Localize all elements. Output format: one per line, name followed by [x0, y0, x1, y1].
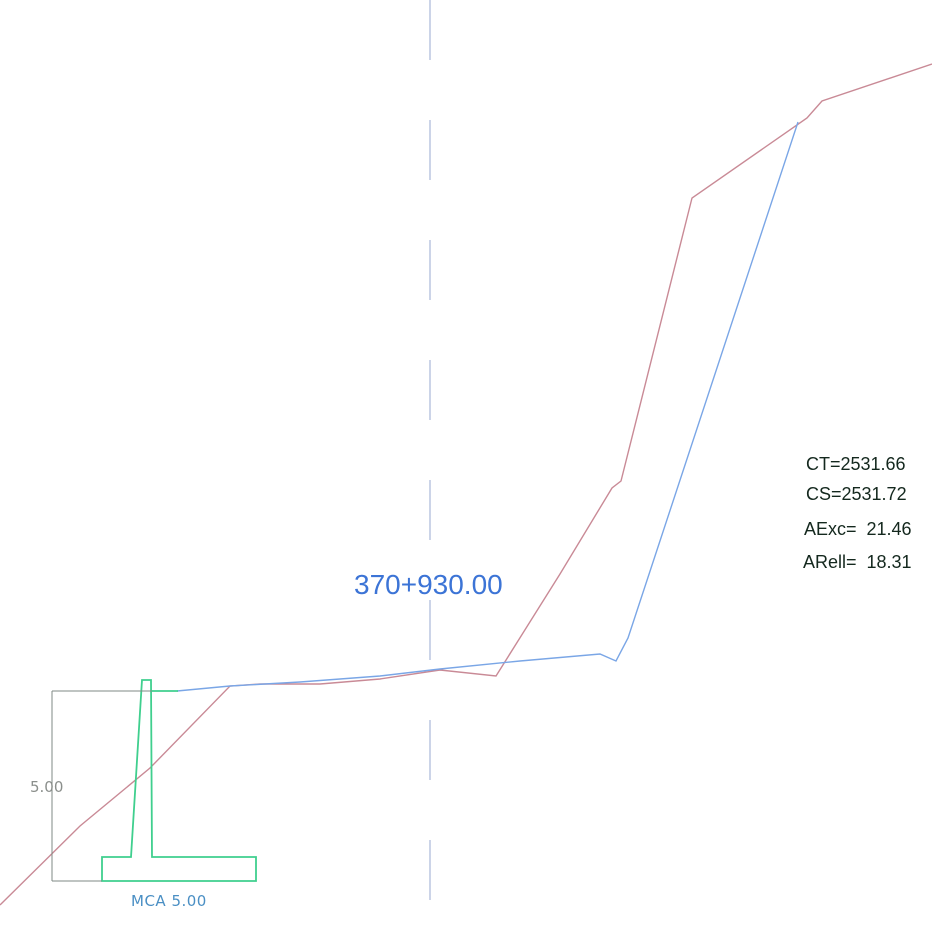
- aexc-label: AExc= 21.46: [804, 519, 912, 539]
- ct-label: CT=2531.66: [806, 454, 906, 474]
- wall-name-label: MCA 5.00: [131, 892, 207, 910]
- station-label: 370+930.00: [354, 569, 503, 600]
- retaining-wall: [101, 679, 257, 882]
- wall-height-label: 5.00: [30, 778, 63, 796]
- cs-label: CS=2531.72: [806, 484, 907, 504]
- terrain-line: [0, 63, 932, 906]
- design-line: [176, 121, 799, 692]
- arell-label: ARell= 18.31: [803, 552, 912, 572]
